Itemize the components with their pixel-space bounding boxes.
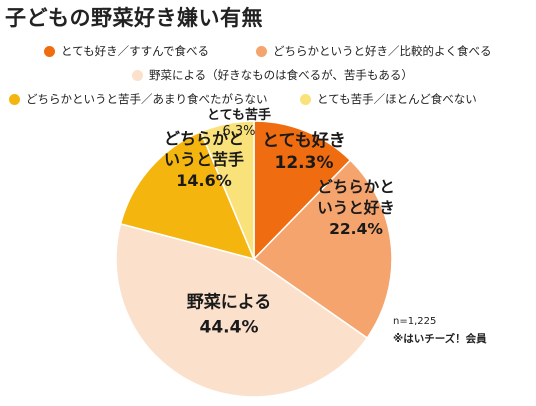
legend-swatch	[44, 45, 55, 57]
sample-size-note: n=1,225	[393, 316, 437, 327]
slice-value-label: 44.4%	[200, 318, 259, 338]
slice-category-label: とても苦手	[207, 107, 271, 123]
slice-label-4: とても苦手 6.3%	[207, 107, 271, 139]
slice-value-label: 6.3%	[222, 124, 255, 139]
legend-item-very-dislike: とても苦手／ほとんど食べない	[300, 91, 477, 107]
slice-category-label: とても好き	[262, 130, 346, 151]
legend-swatch	[9, 93, 20, 105]
legend-label: どちらかというと苦手／あまり食べたがらない	[26, 92, 268, 106]
slice-label-0: とても好き 12.3%	[262, 130, 346, 173]
legend-label: どちらかというと好き／比較的よく食べる	[273, 44, 492, 58]
slice-category-label: どちらかと	[164, 129, 244, 148]
legend-item-somewhat-like: どちらかというと好き／比較的よく食べる	[256, 43, 492, 59]
legend-label: とても好き／すすんで食べる	[61, 44, 210, 58]
chart-title: 子どもの野菜好き嫌い有無	[5, 6, 263, 30]
legend-item-depends: 野菜による（好きなものは食べるが、苦手もある）	[132, 67, 413, 83]
slice-label-2: 野菜による 44.4%	[187, 293, 272, 338]
legend-swatch	[132, 69, 143, 81]
slice-category-label: 野菜による	[187, 293, 272, 313]
legend-label: 野菜による（好きなものは食べるが、苦手もある）	[149, 68, 413, 82]
slice-value-label: 14.6%	[176, 171, 232, 190]
slice-label-3: どちらかというと苦手 14.6%	[164, 129, 244, 190]
legend-item-very-like: とても好き／すすんで食べる	[44, 43, 209, 59]
legend-label: とても苦手／ほとんど食べない	[317, 92, 477, 106]
source-note: ※はいチーズ！会員	[393, 333, 487, 345]
legend-item-somewhat-dislike: どちらかというと苦手／あまり食べたがらない	[9, 91, 268, 107]
slice-category-label: どちらかと	[317, 178, 395, 196]
pie-slice-4	[199, 120, 255, 260]
legend-swatch	[300, 93, 311, 105]
pie-slice-0	[253, 120, 352, 261]
slice-category-label: いうと好き	[317, 199, 395, 217]
pie-slice-3	[119, 130, 256, 261]
slice-value-label: 12.3%	[275, 153, 334, 173]
slice-label-1: どちらかというと好き 22.4%	[317, 178, 395, 238]
slice-value-label: 22.4%	[329, 220, 383, 238]
pie-slice-1	[252, 159, 393, 340]
pie-slice-2	[115, 222, 369, 398]
slice-category-label: いうと苦手	[164, 150, 244, 169]
legend-swatch	[256, 45, 267, 57]
